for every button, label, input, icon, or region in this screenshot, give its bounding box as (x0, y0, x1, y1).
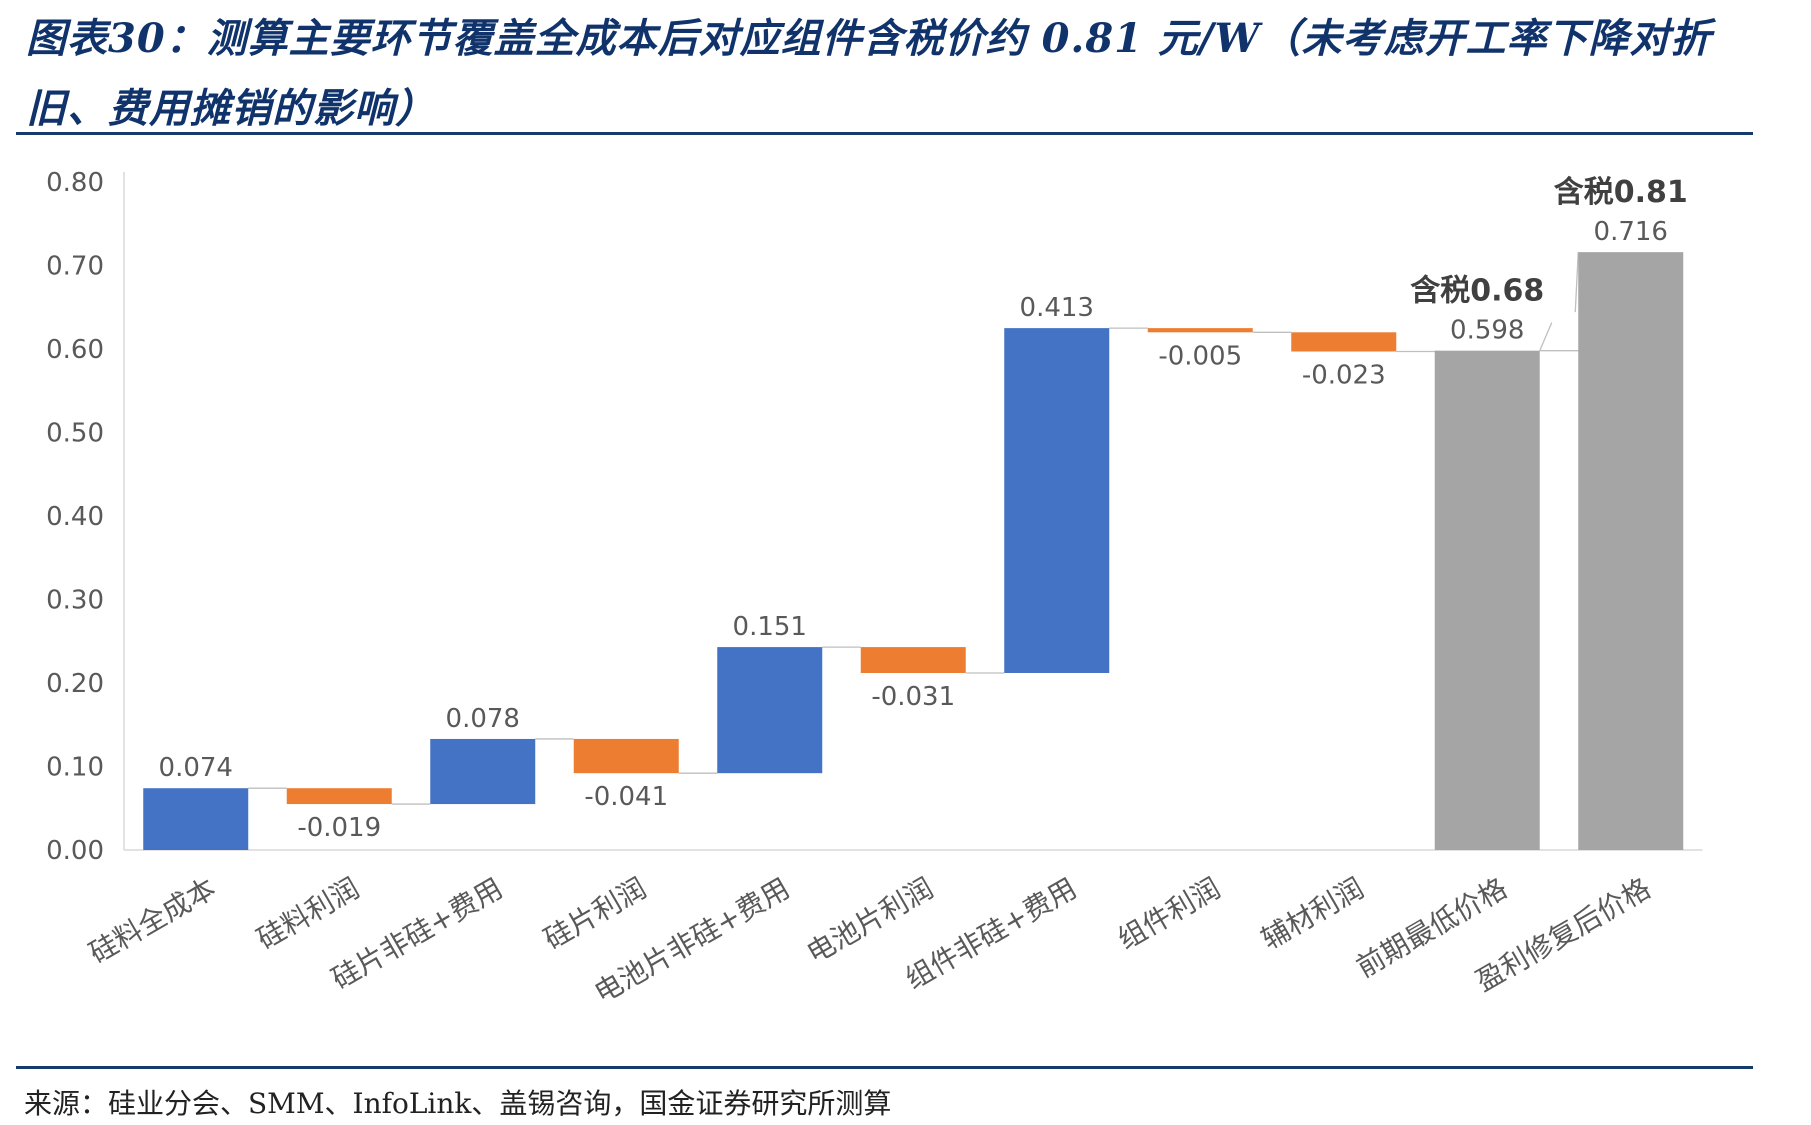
y-tick-label: 0.30 (46, 586, 104, 616)
data-labels: 0.074 -0.019 0.078 -0.041 0.151 -0.031 0.413 -0… (159, 175, 1688, 843)
chart-area: 0.00 0.10 0.20 0.30 0.40 0.50 0.60 0.70 0.80 硅料全成… (0, 150, 1800, 1054)
data-label: -0.019 (297, 813, 381, 843)
y-tick-label: 0.70 (46, 252, 104, 282)
data-label: -0.005 (1158, 341, 1242, 371)
connector-line (1539, 322, 1553, 351)
annotation-label: 含税0.68 (1410, 274, 1544, 309)
data-label: -0.041 (584, 782, 668, 812)
data-label: 0.413 (1020, 293, 1094, 323)
x-tick-label: 硅料利润 (251, 871, 365, 956)
bar (143, 788, 249, 850)
y-tick-label: 0.10 (46, 753, 104, 783)
connector-line (1574, 252, 1579, 313)
data-label: 0.151 (733, 612, 807, 642)
y-tick-label: 0.60 (46, 335, 104, 365)
source-rule (16, 1066, 1753, 1069)
bars (143, 252, 1684, 850)
data-label: 0.716 (1594, 217, 1668, 247)
title-rule (16, 132, 1753, 135)
y-tick-label: 0.50 (46, 419, 104, 449)
data-label: 0.078 (446, 704, 520, 734)
figure-title: 图表30：测算主要环节覆盖全成本后对应组件含税价约 0.81 元/W（未考虑开工… (26, 15, 1712, 132)
x-tick-label: 辅材利润 (1256, 871, 1370, 956)
bar (573, 738, 679, 774)
y-tick-label: 0.20 (46, 669, 104, 699)
bar (286, 788, 392, 805)
source-note: 来源：硅业分会、SMM、InfoLink、盖锡咨询，国金证券研究所测算 (24, 1087, 892, 1120)
y-tick-label: 0.40 (46, 502, 104, 532)
y-tick-label: 0.00 (46, 836, 104, 866)
bar (717, 647, 823, 774)
annotation-label: 含税0.81 (1554, 175, 1688, 210)
bar (1578, 252, 1684, 850)
x-tick-label: 硅料全成本 (83, 871, 221, 970)
connector-lines (248, 252, 1584, 805)
data-label: -0.031 (871, 682, 955, 712)
x-tick-label: 硅片利润 (538, 871, 652, 956)
bar (860, 647, 966, 673)
data-label: 0.598 (1450, 316, 1524, 346)
bar (1147, 328, 1253, 333)
y-tick-label: 0.80 (46, 168, 104, 198)
data-label: -0.023 (1302, 361, 1386, 391)
x-tick-label: 电池片利润 (801, 871, 939, 970)
data-label: 0.074 (159, 753, 233, 783)
waterfall-chart: 0.00 0.10 0.20 0.30 0.40 0.50 0.60 0.70 0.80 硅料全成… (46, 168, 1703, 1010)
bar (1291, 332, 1397, 352)
bar (1434, 350, 1540, 850)
bar (430, 738, 536, 805)
bar (1004, 328, 1110, 673)
x-tick-label: 组件利润 (1112, 871, 1226, 956)
